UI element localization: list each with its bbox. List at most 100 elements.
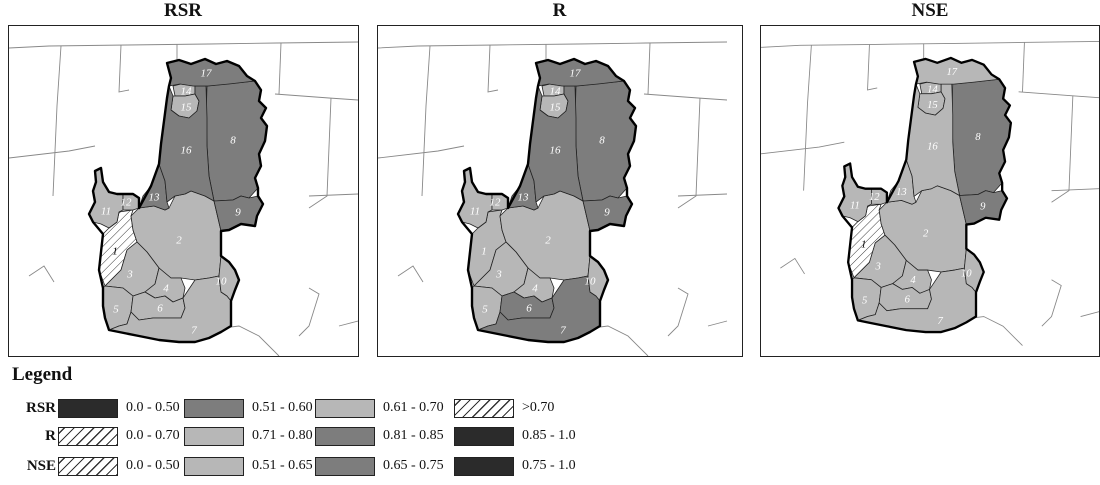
watershed-region-8 <box>951 78 1012 196</box>
basin-outline <box>87 57 269 344</box>
region-label: 17 <box>201 68 213 80</box>
region-label: 4 <box>910 275 916 286</box>
region-label: 10 <box>961 268 972 279</box>
state-boundary <box>761 141 845 155</box>
state-boundary <box>803 45 812 191</box>
region-label: 11 <box>470 206 480 218</box>
state-boundary <box>308 193 358 197</box>
region-label: 3 <box>495 269 502 281</box>
legend-item-label: 0.0 - 0.50 <box>126 400 180 415</box>
region-label: 12 <box>121 197 133 209</box>
legend-item-label: 0.0 - 0.70 <box>126 428 180 443</box>
state-boundary <box>298 287 320 337</box>
legend-title: Legend <box>12 364 73 385</box>
state-boundary <box>278 42 282 95</box>
region-label: 16 <box>550 145 562 157</box>
region-label: 10 <box>585 276 597 288</box>
legend-item-label: 0.81 - 0.85 <box>383 428 444 443</box>
region-label: 17 <box>570 68 582 80</box>
state-boundary <box>1051 188 1099 192</box>
panel-title-nse: NSE <box>911 0 949 21</box>
region-label: 8 <box>975 132 981 143</box>
region-label: 2 <box>176 235 182 247</box>
legend-item-label: 0.85 - 1.0 <box>522 428 576 443</box>
region-label: 7 <box>560 325 566 337</box>
region-label: 14 <box>927 84 938 95</box>
legend-item-label: 0.51 - 0.65 <box>252 458 313 473</box>
region-label: 5 <box>113 304 119 316</box>
state-boundary <box>667 287 689 337</box>
region-label: 6 <box>526 303 532 315</box>
region-label: 16 <box>927 141 938 152</box>
region-label: 7 <box>938 316 944 327</box>
region-label: 12 <box>869 192 880 203</box>
state-boundary <box>308 97 332 209</box>
state-boundary <box>274 93 358 101</box>
region-label: 15 <box>550 102 562 114</box>
region-label: 9 <box>235 207 241 219</box>
region-label: 12 <box>490 197 502 209</box>
state-boundary <box>677 97 701 209</box>
region-label: 1 <box>112 246 118 258</box>
state-boundary <box>378 145 465 159</box>
legend-swatch <box>454 427 514 446</box>
watershed-region-8 <box>574 80 637 202</box>
region-label: 1 <box>861 239 866 250</box>
state-boundary <box>487 44 499 93</box>
state-boundary <box>1022 42 1025 92</box>
region-label: 14 <box>550 86 562 98</box>
legend-item-label: 0.61 - 0.70 <box>383 400 444 415</box>
state-boundary <box>421 45 431 197</box>
region-label: 13 <box>518 192 530 204</box>
map-panel-r: 1 2 3 4 5 6 7 8 9 10 11 12 13 14 15 16 17 <box>377 25 743 357</box>
state-boundary <box>1051 95 1074 203</box>
region-label: 8 <box>230 135 236 147</box>
legend-item-label: >0.70 <box>522 400 555 415</box>
legend-swatch <box>58 399 118 418</box>
state-boundary <box>118 44 130 93</box>
legend-swatch <box>454 457 514 476</box>
legend-item-label: 0.75 - 1.0 <box>522 458 576 473</box>
panel-title-rsr: RSR <box>163 0 202 21</box>
panel-title-r: R <box>552 0 567 21</box>
legend-swatch <box>58 457 118 476</box>
basin-outline <box>837 56 1013 334</box>
basin-outline <box>456 57 638 344</box>
state-boundary <box>338 320 358 327</box>
region-label: 14 <box>181 86 193 98</box>
region-label: 11 <box>101 206 111 218</box>
legend-item-label: 0.51 - 0.60 <box>252 400 313 415</box>
legend-swatch <box>184 427 244 446</box>
state-boundary <box>9 145 96 159</box>
region-label: 2 <box>923 229 929 240</box>
state-boundary <box>9 41 358 49</box>
legend-swatch <box>315 399 375 418</box>
state-boundary <box>867 44 878 91</box>
state-boundary <box>28 265 55 283</box>
region-label: 2 <box>545 235 551 247</box>
legend-swatch <box>315 457 375 476</box>
state-boundary <box>378 41 728 49</box>
state-boundary <box>780 257 805 275</box>
region-label: 11 <box>850 201 860 212</box>
state-boundary <box>1018 91 1099 99</box>
legend-swatch <box>184 457 244 476</box>
state-boundary <box>647 42 651 95</box>
region-label: 3 <box>126 269 133 281</box>
region-label: 7 <box>191 325 197 337</box>
legend-row-rsr: RSR 0.0 - 0.50 0.51 - 0.60 0.61 - 0.70 >… <box>12 398 1012 424</box>
map-panel-nse: 1 2 3 4 5 6 7 8 9 10 11 12 13 14 15 16 17 <box>760 25 1100 357</box>
state-boundary <box>1080 311 1099 317</box>
region-label: 3 <box>875 262 881 273</box>
watershed-region-8 <box>205 80 268 202</box>
region-label: 5 <box>482 304 488 316</box>
region-label: 8 <box>599 135 605 147</box>
legend-swatch <box>315 427 375 446</box>
state-boundary <box>707 320 728 327</box>
region-label: 6 <box>905 295 911 306</box>
legend-row-nse: NSE 0.0 - 0.50 0.51 - 0.65 0.65 - 0.75 0… <box>12 456 1012 482</box>
legend-row-r: R 0.0 - 0.70 0.71 - 0.80 0.81 - 0.85 0.8… <box>12 426 1012 452</box>
state-boundary <box>677 193 728 197</box>
